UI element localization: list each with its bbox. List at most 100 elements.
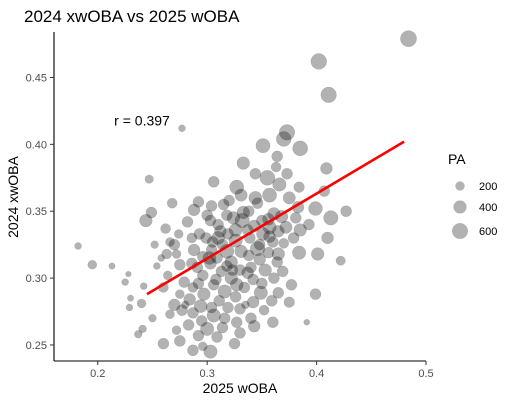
data-point [204, 214, 217, 227]
legend-label: 600 [479, 226, 497, 238]
data-point [173, 229, 184, 239]
data-point [168, 238, 181, 251]
data-point [195, 315, 208, 327]
data-point [310, 53, 327, 70]
data-point [74, 242, 82, 250]
x-tick-label: 0.5 [418, 368, 433, 380]
data-point [187, 282, 199, 293]
data-point [340, 205, 352, 217]
y-tick-label: 0.25 [26, 340, 47, 352]
data-point [203, 344, 218, 359]
data-point [163, 270, 173, 281]
data-point [174, 258, 186, 271]
data-point [218, 312, 231, 324]
y-tick-label: 0.40 [26, 139, 47, 151]
data-point [270, 161, 282, 173]
data-point [192, 329, 205, 342]
data-point [276, 131, 292, 147]
data-point [236, 205, 250, 220]
data-point [238, 281, 251, 294]
data-point [157, 337, 170, 350]
legend-key [451, 222, 469, 240]
data-point [268, 272, 280, 284]
data-point [193, 228, 206, 240]
data-point [230, 316, 243, 328]
data-point [215, 265, 228, 278]
data-point [121, 278, 129, 286]
data-point [176, 304, 188, 316]
data-point [321, 231, 334, 245]
data-point [222, 301, 234, 314]
data-point [251, 197, 264, 209]
data-point [182, 319, 195, 331]
data-point [183, 293, 196, 306]
data-point [247, 273, 259, 286]
data-point [271, 247, 285, 261]
data-point [303, 218, 315, 231]
data-point [241, 300, 250, 309]
data-point [197, 269, 209, 282]
data-point [279, 220, 293, 234]
data-point [258, 304, 270, 316]
data-point [198, 341, 208, 352]
data-point [139, 282, 148, 290]
data-point [178, 124, 186, 133]
legend-items: 200 400 600 [451, 181, 497, 240]
data-point [108, 262, 116, 270]
data-point [285, 279, 298, 291]
data-point [221, 260, 233, 272]
data-point [207, 176, 220, 188]
data-point [311, 247, 325, 261]
data-point [278, 124, 296, 141]
x-tick-label: 0.3 [200, 368, 215, 380]
data-point [168, 298, 181, 312]
data-point [217, 198, 230, 211]
data-point [187, 344, 199, 357]
data-point [134, 330, 143, 339]
data-point [281, 167, 293, 180]
data-point [308, 201, 323, 216]
data-point [226, 264, 239, 276]
data-point [283, 296, 295, 308]
data-point [282, 191, 296, 205]
data-point [287, 232, 300, 244]
data-point [213, 295, 225, 307]
data-point [222, 228, 234, 240]
data-point [171, 249, 182, 259]
data-point [293, 181, 305, 193]
data-point [205, 301, 218, 314]
data-point [245, 261, 257, 274]
data-point [174, 335, 186, 347]
data-point [320, 162, 333, 175]
data-point [200, 321, 215, 336]
data-point [217, 284, 232, 299]
data-point [228, 337, 241, 350]
data-point [278, 238, 290, 249]
data-point [253, 238, 266, 251]
data-point [234, 244, 248, 258]
data-point [206, 236, 219, 248]
data-point [165, 309, 175, 319]
legend: PA 200 400 600 [448, 151, 497, 240]
data-point [150, 240, 159, 249]
legend-label: 400 [479, 202, 497, 214]
data-point [160, 223, 171, 234]
data-point [276, 265, 289, 278]
data-point [226, 211, 241, 225]
data-point [161, 248, 172, 260]
data-point [201, 209, 213, 221]
data-point [229, 291, 242, 303]
data-point [255, 138, 271, 154]
data-point [249, 167, 262, 180]
points-layer [74, 30, 417, 359]
data-point [157, 254, 165, 262]
data-point [292, 140, 308, 157]
data-point [265, 295, 278, 307]
data-point [125, 303, 134, 312]
data-point [187, 243, 201, 257]
data-point [272, 177, 287, 192]
data-point [224, 271, 238, 285]
data-point [271, 150, 283, 163]
data-point [181, 216, 194, 228]
